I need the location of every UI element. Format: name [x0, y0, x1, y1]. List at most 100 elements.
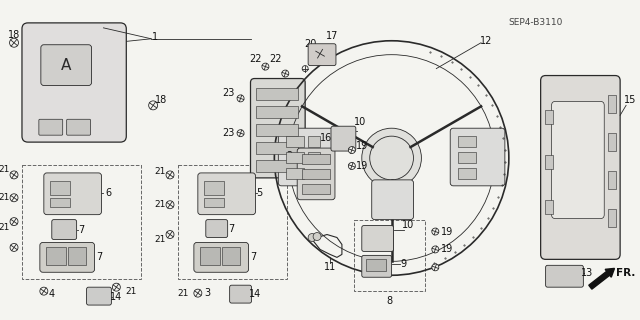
Text: 15: 15: [624, 95, 636, 105]
Text: 7: 7: [79, 225, 84, 235]
FancyBboxPatch shape: [230, 285, 252, 303]
FancyBboxPatch shape: [39, 119, 63, 135]
Text: 20: 20: [304, 39, 316, 49]
FancyBboxPatch shape: [450, 128, 505, 186]
FancyBboxPatch shape: [250, 78, 305, 178]
Bar: [68, 247, 86, 265]
Text: SEP4-B3110: SEP4-B3110: [509, 18, 563, 28]
Text: 7: 7: [228, 224, 235, 234]
Circle shape: [282, 70, 289, 77]
Text: 10: 10: [354, 117, 366, 127]
Bar: [308, 136, 320, 147]
FancyBboxPatch shape: [206, 220, 228, 237]
Text: 21: 21: [125, 287, 137, 296]
Bar: [221, 247, 239, 265]
Bar: [257, 142, 298, 154]
FancyBboxPatch shape: [297, 148, 335, 200]
FancyBboxPatch shape: [331, 126, 356, 151]
Circle shape: [315, 49, 325, 59]
Bar: [354, 220, 426, 291]
Text: 12: 12: [480, 36, 492, 46]
Circle shape: [348, 163, 355, 169]
FancyBboxPatch shape: [22, 23, 126, 142]
Text: 11: 11: [324, 262, 336, 272]
Text: 21: 21: [0, 223, 10, 232]
Text: 3: 3: [205, 288, 211, 298]
Text: 21: 21: [0, 165, 10, 174]
Bar: [545, 110, 552, 124]
Bar: [302, 184, 330, 194]
Text: 2: 2: [286, 151, 292, 161]
Text: 21: 21: [154, 167, 166, 176]
Bar: [257, 124, 298, 136]
Circle shape: [166, 230, 174, 238]
FancyBboxPatch shape: [362, 226, 394, 252]
FancyBboxPatch shape: [86, 287, 111, 305]
Text: 19: 19: [356, 141, 368, 151]
Bar: [200, 247, 220, 265]
FancyBboxPatch shape: [52, 220, 77, 239]
Text: 22: 22: [249, 54, 262, 64]
Circle shape: [237, 130, 244, 137]
Circle shape: [10, 38, 19, 47]
Circle shape: [166, 171, 174, 179]
Text: 14: 14: [250, 289, 262, 299]
Circle shape: [237, 95, 244, 102]
Bar: [46, 247, 66, 265]
FancyBboxPatch shape: [44, 173, 102, 215]
Text: 18: 18: [8, 30, 20, 40]
Circle shape: [194, 289, 202, 297]
Bar: [608, 133, 616, 151]
Circle shape: [166, 201, 174, 209]
Bar: [50, 181, 70, 195]
Bar: [302, 154, 330, 164]
FancyBboxPatch shape: [541, 76, 620, 260]
Circle shape: [148, 101, 157, 110]
Circle shape: [302, 66, 308, 72]
Circle shape: [432, 264, 439, 271]
Bar: [608, 95, 616, 113]
Text: 21: 21: [154, 235, 166, 244]
Text: 8: 8: [387, 296, 393, 306]
Text: 23: 23: [223, 128, 235, 138]
Bar: [286, 152, 304, 163]
Bar: [257, 106, 298, 118]
Circle shape: [10, 218, 18, 226]
Text: 1: 1: [152, 32, 158, 42]
Bar: [458, 168, 476, 179]
Bar: [286, 168, 304, 179]
Bar: [204, 181, 223, 195]
Text: 7: 7: [250, 252, 257, 262]
Circle shape: [362, 128, 421, 188]
Text: 19: 19: [441, 244, 453, 254]
Bar: [458, 152, 476, 163]
Text: 21: 21: [0, 193, 10, 202]
Text: A: A: [61, 58, 71, 73]
FancyBboxPatch shape: [278, 128, 333, 186]
Circle shape: [308, 234, 316, 242]
FancyBboxPatch shape: [41, 45, 92, 85]
FancyBboxPatch shape: [67, 119, 90, 135]
Text: 5: 5: [257, 188, 262, 198]
Text: 21: 21: [177, 289, 189, 298]
Bar: [374, 148, 410, 208]
Bar: [545, 155, 552, 169]
Circle shape: [432, 228, 439, 235]
Text: 22: 22: [269, 54, 282, 64]
Text: 14: 14: [110, 292, 122, 302]
Circle shape: [348, 147, 355, 154]
Circle shape: [10, 194, 18, 202]
FancyArrow shape: [589, 268, 614, 289]
FancyBboxPatch shape: [372, 180, 413, 220]
FancyBboxPatch shape: [308, 44, 336, 66]
Text: 18: 18: [155, 95, 167, 105]
Bar: [50, 198, 70, 207]
Text: 19: 19: [356, 161, 368, 171]
Circle shape: [432, 246, 439, 253]
Bar: [257, 160, 298, 172]
Bar: [608, 209, 616, 227]
Text: 6: 6: [106, 188, 111, 198]
Bar: [545, 200, 552, 214]
Bar: [366, 260, 386, 271]
Text: 10: 10: [403, 220, 415, 229]
